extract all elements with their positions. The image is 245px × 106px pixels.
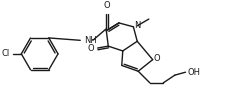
Text: NH: NH [84,36,97,45]
Text: Cl: Cl [1,49,10,58]
Text: OH: OH [187,68,200,77]
Text: O: O [154,54,160,63]
Text: O: O [87,44,94,53]
Text: O: O [103,1,110,10]
Text: N: N [134,21,141,30]
